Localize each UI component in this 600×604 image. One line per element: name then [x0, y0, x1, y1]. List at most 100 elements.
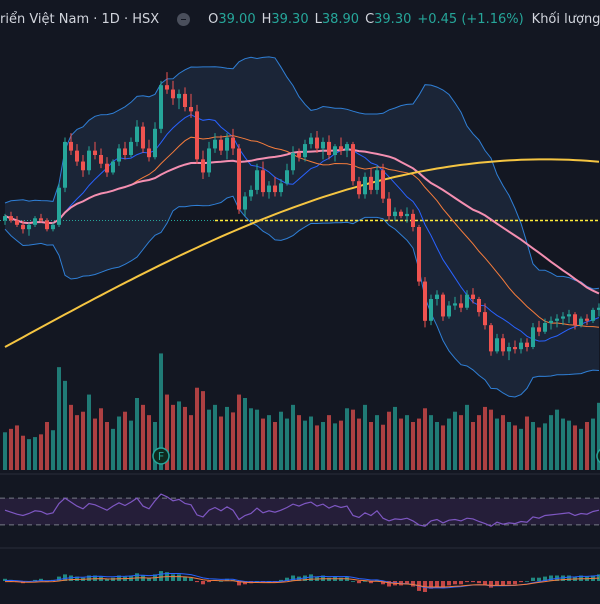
candle-body: [3, 216, 7, 221]
candle-body: [345, 144, 349, 151]
volume-bar: [243, 398, 247, 470]
candle-body: [411, 213, 415, 227]
volume-bar: [207, 409, 211, 470]
candle-body: [591, 309, 595, 321]
macd-histogram-bar: [201, 581, 205, 585]
candle-body: [123, 148, 127, 155]
candle-body: [213, 139, 217, 149]
high-key: H: [261, 11, 272, 27]
volume-bar: [111, 428, 115, 470]
volume-bar: [483, 406, 487, 470]
low-key: L: [314, 11, 322, 27]
volume-bar: [465, 404, 469, 470]
macd-histogram-bar: [285, 577, 289, 581]
volume-bar: [423, 408, 427, 470]
macd-histogram-bar: [477, 581, 481, 584]
volume-bar: [495, 418, 499, 470]
ma-long-line: [4, 148, 600, 295]
candle-body: [573, 314, 577, 326]
volume-bar: [57, 367, 61, 470]
macd-histogram-bar: [375, 579, 379, 581]
symbol-title[interactable]: riển Việt Nam · 1D · HSX: [0, 11, 160, 27]
candle-body: [333, 146, 337, 155]
volume-bar: [537, 427, 541, 470]
candle-body: [357, 181, 361, 195]
volume-bar: [231, 412, 235, 470]
candle-body: [225, 137, 229, 151]
volume-bar: [387, 411, 391, 470]
volume-bar: [171, 404, 175, 470]
volume-bar: [75, 415, 79, 470]
candle-body: [81, 161, 85, 171]
volume-bar: [255, 409, 259, 470]
volume-bar: [261, 418, 265, 470]
volume-group: [3, 353, 600, 470]
close-key: C: [365, 11, 375, 27]
ma-short-line: [4, 114, 600, 342]
volume-bar: [549, 415, 553, 470]
candle-body: [465, 294, 469, 308]
macd-histogram-bar: [435, 581, 439, 587]
volume-bar: [561, 418, 565, 470]
candle-body: [63, 141, 67, 188]
volume-bar: [501, 415, 505, 470]
candle-body: [513, 347, 517, 350]
candle-body: [309, 137, 313, 145]
volume-bar: [543, 423, 547, 470]
volume-bar: [93, 418, 97, 470]
candle-body: [351, 144, 355, 182]
change-value: +0.45 (+1.16%): [417, 11, 524, 27]
volume-bar: [309, 416, 313, 470]
volume-bar: [513, 425, 517, 470]
candle-body: [555, 318, 559, 321]
collapse-icon[interactable]: [177, 12, 191, 26]
candle-body: [339, 146, 343, 151]
macd-histogram-bar: [363, 581, 367, 582]
candle-body: [111, 161, 115, 173]
volume-bar: [27, 439, 31, 470]
candle-body: [267, 185, 271, 193]
candle-body: [57, 187, 61, 225]
macd-histogram-bar: [105, 578, 109, 581]
volume-bar: [411, 422, 415, 470]
volume-bar: [15, 425, 19, 470]
macd-histogram-bar: [147, 577, 151, 581]
volume-bar: [45, 422, 49, 470]
macd-histogram-bar: [513, 581, 517, 585]
macd-histogram-bar: [57, 576, 61, 581]
candle-body: [231, 137, 235, 149]
macd-histogram-bar: [3, 578, 7, 581]
volume-bar: [99, 408, 103, 470]
candle-body: [399, 211, 403, 217]
candle-body: [297, 152, 301, 158]
candle-body: [171, 89, 175, 99]
volume-bar: [477, 415, 481, 470]
volume-bar: [531, 422, 535, 470]
volume-bar: [135, 398, 139, 470]
candle-body: [183, 93, 187, 107]
candle-body: [363, 176, 367, 195]
candle-body: [477, 299, 481, 313]
macd-histogram-bar: [567, 575, 571, 581]
macd-histogram-bar: [135, 573, 139, 581]
candle-body: [153, 128, 157, 158]
volume-bar: [129, 420, 133, 470]
volume-bar: [291, 404, 295, 470]
volume-bar: [123, 411, 127, 470]
macd-histogram-bar: [381, 581, 385, 585]
macd-histogram-bar: [195, 581, 199, 583]
volume-bar: [51, 430, 55, 470]
candle-body: [549, 320, 553, 323]
volume-bar: [315, 425, 319, 470]
candle-body: [525, 342, 529, 347]
event-marker-label: F: [158, 450, 164, 463]
candle-body: [393, 211, 397, 217]
volume-bar: [141, 404, 145, 470]
macd-histogram-bar: [327, 577, 331, 581]
candle-body: [387, 198, 391, 217]
candle-body: [453, 303, 457, 306]
candle-body: [447, 305, 451, 317]
macd-histogram-bar: [351, 581, 355, 582]
